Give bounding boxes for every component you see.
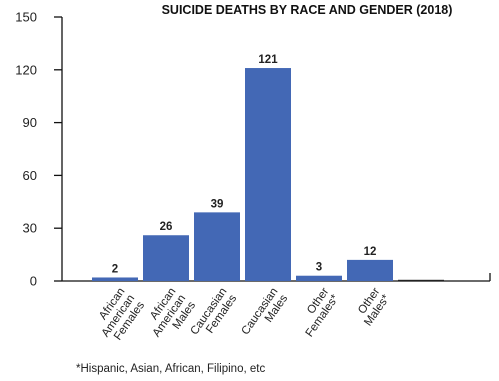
bar [296, 275, 342, 281]
data-label: 39 [211, 198, 224, 210]
bar [194, 212, 240, 281]
y-tick-label: 120 [15, 62, 37, 77]
x-tick-label: CaucasianMales [239, 286, 290, 344]
x-tick-label: OtherMales* [352, 285, 392, 328]
y-tick-label: 0 [30, 274, 37, 289]
data-label: 2 [112, 263, 118, 275]
x-tick-labels: AfricanAmericanFemales AfricanAmericanMal… [90, 285, 392, 347]
bars [92, 68, 444, 281]
x-tick-label: OtherFemales* [294, 285, 342, 339]
y-axis: 0 30 60 90 120 150 [15, 10, 63, 289]
y-tick-label: 60 [23, 168, 37, 183]
y-tick-label: 90 [23, 115, 37, 130]
data-label: 3 [316, 262, 322, 274]
bar [347, 259, 393, 281]
bar [92, 277, 138, 281]
bar [398, 279, 444, 281]
data-label: 121 [258, 54, 278, 66]
data-label: 12 [364, 246, 377, 258]
bar [143, 235, 189, 281]
chart-title: SUICIDE DEATHS BY RACE AND GENDER (2018) [162, 3, 453, 17]
x-tick-label: CaucasianFemales [188, 286, 239, 344]
y-tick-label: 30 [23, 221, 37, 236]
data-labels: 2 26 39 121 3 12 [112, 54, 377, 275]
footnote: *Hispanic, Asian, African, Filipino, etc [76, 363, 266, 375]
bar [245, 68, 291, 281]
x-tick-label: AfricanAmericanFemales [90, 286, 147, 347]
data-label: 26 [160, 221, 173, 233]
x-tick-label: AfricanAmericanMales [141, 286, 198, 347]
y-tick-label: 150 [15, 10, 37, 25]
